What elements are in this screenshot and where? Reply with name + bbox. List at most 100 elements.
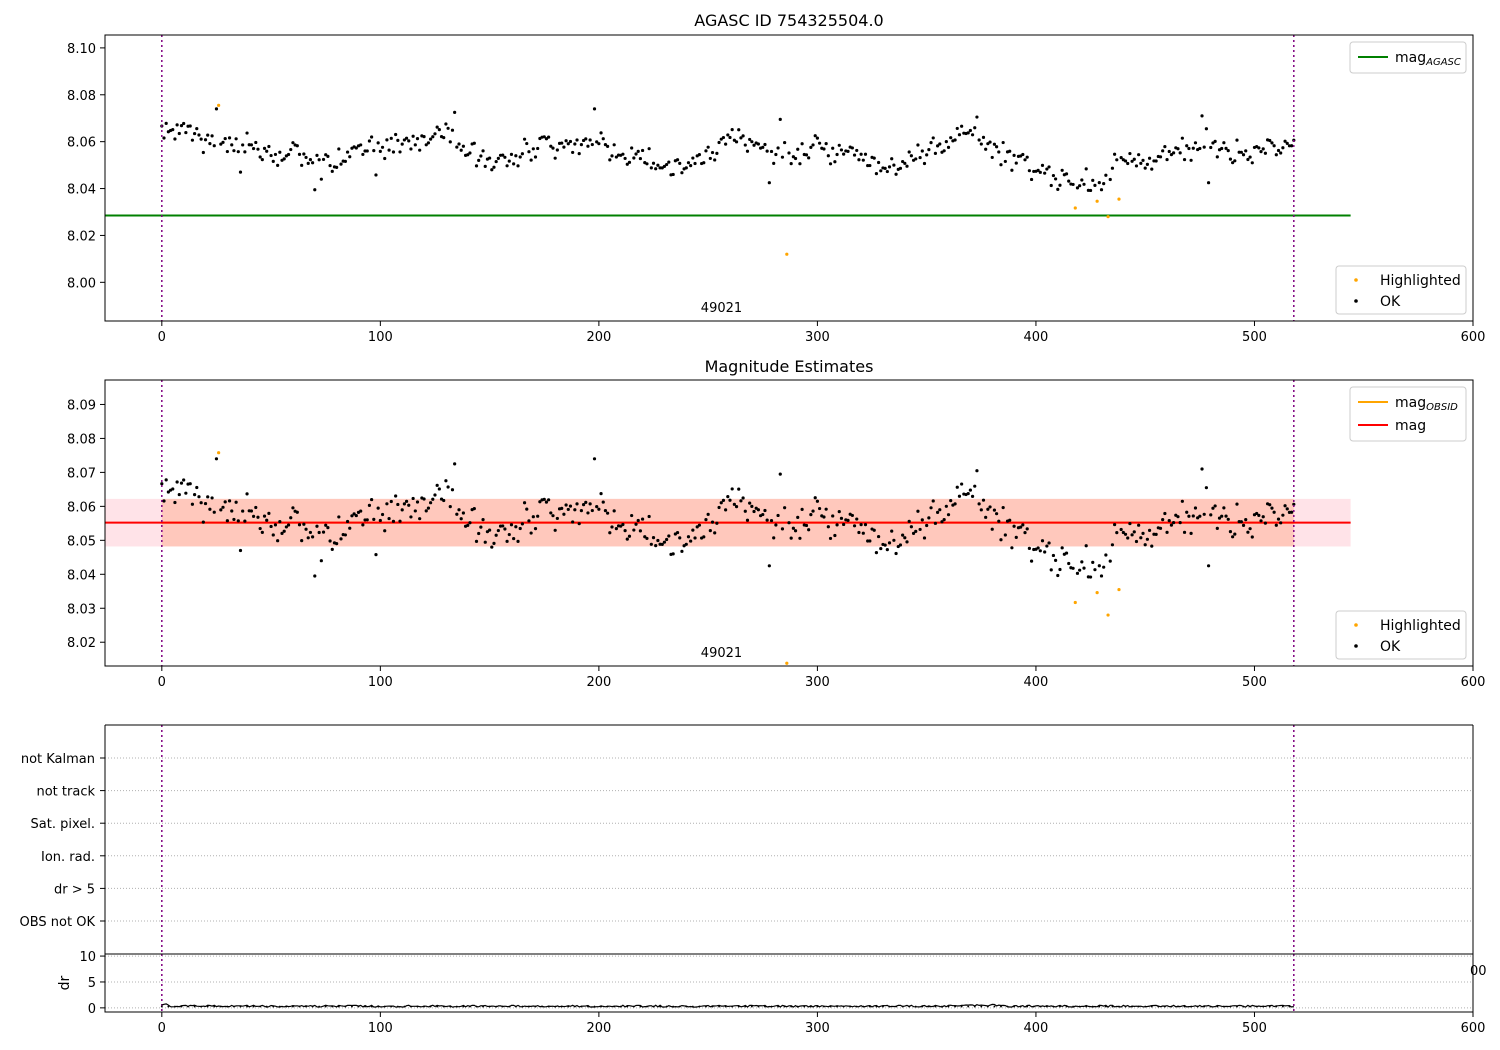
ok-point (422, 497, 426, 501)
ok-point (710, 150, 715, 155)
ok-point (472, 141, 476, 145)
ok-point (468, 151, 472, 155)
ok-point (1257, 513, 1261, 517)
ok-point (748, 501, 752, 505)
ok-point (260, 530, 264, 534)
ok-point (590, 508, 594, 513)
ok-point (975, 469, 979, 473)
dr-point (377, 1005, 380, 1008)
panel-agasc: AGASC ID 754325504.0 49021 0 100 200 300 400 5… (67, 11, 1485, 345)
ok-point (1180, 499, 1184, 503)
ok-point (960, 482, 964, 486)
ok-point (1213, 504, 1217, 508)
ok-point (1021, 152, 1025, 157)
ok-point (525, 507, 529, 511)
ok-point (551, 146, 555, 150)
ok-point (547, 498, 551, 502)
ok-point (1014, 161, 1018, 165)
dr-point (560, 1005, 563, 1008)
ok-point (719, 501, 723, 505)
ok-point (258, 526, 262, 531)
ok-point (182, 121, 186, 126)
dr-point (750, 1005, 753, 1008)
ok-point (743, 143, 747, 147)
ok-point (842, 152, 846, 156)
dr-point (1249, 1005, 1251, 1008)
dr-point (508, 1005, 511, 1008)
ok-point (619, 524, 623, 528)
dr-point (960, 1005, 963, 1008)
ok-point (721, 135, 726, 140)
ok-point (1233, 159, 1237, 163)
ok-point (713, 158, 717, 162)
ok-point (855, 148, 859, 153)
ok-point (278, 520, 282, 524)
ok-point (238, 170, 243, 174)
ok-point (1259, 150, 1263, 154)
ok-point (638, 156, 642, 161)
ok-point (1134, 164, 1139, 168)
ok-point (708, 529, 712, 533)
ok-point (693, 536, 697, 540)
ok-point (1137, 523, 1141, 527)
ok-point (793, 156, 798, 161)
ok-point (249, 509, 254, 513)
ok-point (859, 522, 863, 527)
x-tick-label: 100 (368, 675, 393, 690)
ok-point (404, 499, 409, 503)
ok-point (1172, 521, 1176, 525)
ok-point (837, 143, 841, 147)
ok-point (1182, 157, 1187, 162)
ok-point (1023, 158, 1027, 162)
ok-point (376, 141, 380, 145)
ok-point (575, 502, 579, 506)
ok-point (461, 511, 465, 515)
ok-point (1158, 155, 1163, 159)
ok-point (662, 164, 667, 168)
ok-point (1239, 150, 1243, 154)
ok-point (815, 499, 820, 503)
ok-point (1056, 187, 1060, 191)
ok-point (214, 457, 219, 461)
ok-point (522, 501, 527, 505)
ok-point (1128, 151, 1132, 156)
ok-point (997, 519, 1001, 523)
ok-point (656, 163, 660, 167)
flag-label: Sat. pixel. (31, 817, 95, 832)
ok-point (772, 161, 776, 166)
ok-point (223, 136, 227, 141)
ok-point (737, 487, 741, 491)
ok-point (1071, 182, 1075, 187)
dr-point (1111, 1005, 1114, 1008)
panel-magnitude-estimates: Magnitude Estimates 49021 0 100 200 300 400 50… (67, 357, 1485, 690)
ok-point (693, 161, 697, 166)
ok-point (1215, 526, 1219, 530)
ok-point (992, 142, 997, 146)
ok-point (302, 522, 306, 526)
ok-point (324, 523, 328, 527)
dr-point (1281, 1005, 1284, 1008)
ok-point (1051, 173, 1056, 178)
ok-point (1064, 172, 1069, 176)
ok-point (1029, 177, 1034, 182)
ok-point (905, 540, 909, 544)
ok-point (765, 518, 769, 522)
ok-point (573, 142, 577, 146)
ok-point (555, 148, 559, 152)
ok-point (719, 137, 723, 141)
ok-point (942, 517, 946, 522)
y-tick-label: 8.05 (67, 534, 96, 549)
ok-point (1139, 161, 1143, 165)
ok-point (774, 523, 778, 527)
ok-point (675, 158, 680, 162)
dr-point (501, 1005, 504, 1008)
ok-point (221, 140, 225, 144)
ok-point (477, 158, 481, 162)
ok-point (184, 491, 188, 495)
ok-point (905, 164, 909, 168)
highlighted-point (217, 103, 221, 107)
ok-point (249, 143, 254, 147)
ok-point (1141, 158, 1145, 162)
ok-point (1130, 159, 1134, 163)
ok-point (1250, 161, 1254, 165)
